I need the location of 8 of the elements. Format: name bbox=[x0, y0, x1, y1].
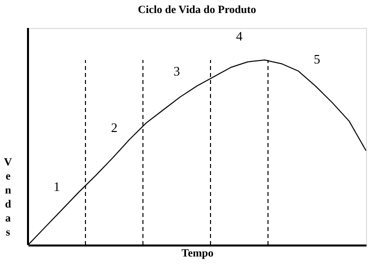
text: 4 bbox=[236, 28, 243, 44]
annotation: 1 bbox=[53, 179, 60, 194]
annotation: 5 bbox=[314, 52, 320, 67]
chart-title: Ciclo de Vida do Produto bbox=[138, 4, 257, 16]
x-axis-title: Tempo bbox=[182, 248, 214, 260]
y-axis-title: Vendas bbox=[4, 156, 12, 238]
annotation: 3 bbox=[173, 64, 180, 79]
annotation: 2 bbox=[110, 120, 118, 136]
